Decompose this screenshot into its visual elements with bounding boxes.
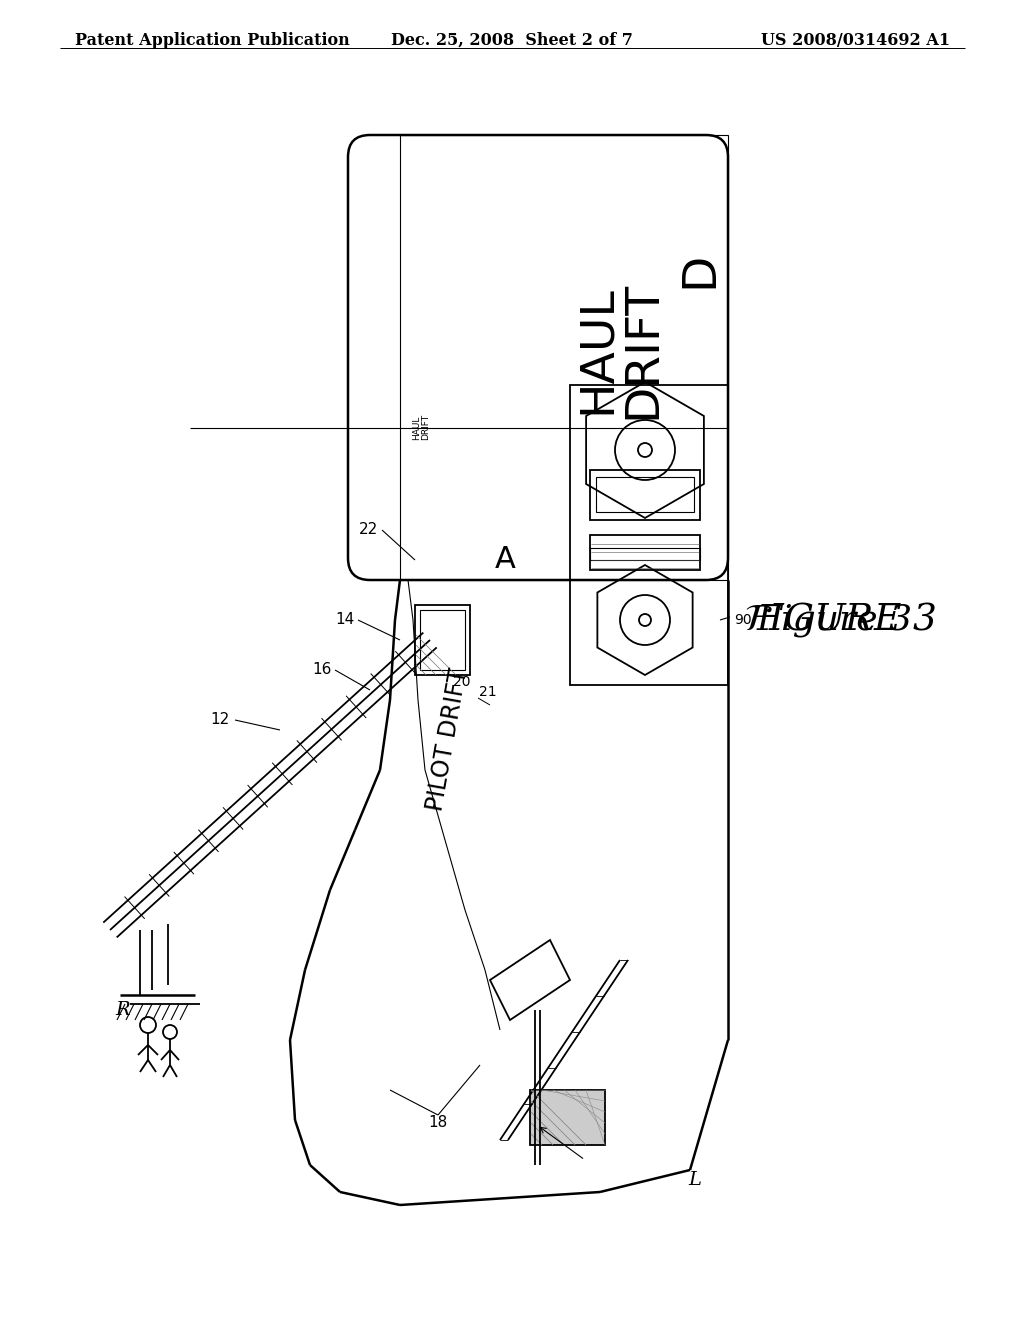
Bar [570,385,728,685]
Text: A: A [495,545,515,574]
Bar [596,477,694,512]
Text: HAUL
DRIFT: HAUL DRIFT [412,414,430,440]
Bar [400,135,728,579]
Text: PILOT DRIFT: PILOT DRIFT [424,667,472,813]
Bar [590,548,700,560]
Text: Patent Application Publication: Patent Application Publication [75,32,350,49]
Bar [420,610,465,671]
Text: $\mathcal{F}$IGURE 3: $\mathcal{F}$IGURE 3 [743,602,936,638]
Text: R: R [116,1001,130,1019]
Text: Dec. 25, 2008  Sheet 2 of 7: Dec. 25, 2008 Sheet 2 of 7 [391,32,633,49]
Bar [530,1090,605,1144]
Text: 18: 18 [428,1115,447,1130]
Text: 14: 14 [336,612,355,627]
Bar [590,470,700,520]
Bar [590,535,700,570]
Text: HAUL
DRIFT: HAUL DRIFT [575,281,665,418]
Text: 90: 90 [734,612,752,627]
Text: 20: 20 [454,675,471,689]
Text: D: D [678,252,723,288]
Text: 12: 12 [211,713,230,727]
Text: Figure 3: Figure 3 [757,603,913,638]
Bar [415,605,470,675]
Text: L: L [688,1171,701,1189]
Text: US 2008/0314692 A1: US 2008/0314692 A1 [761,32,950,49]
Text: 16: 16 [312,663,332,677]
Text: 21: 21 [479,685,497,700]
Text: 22: 22 [358,523,378,537]
